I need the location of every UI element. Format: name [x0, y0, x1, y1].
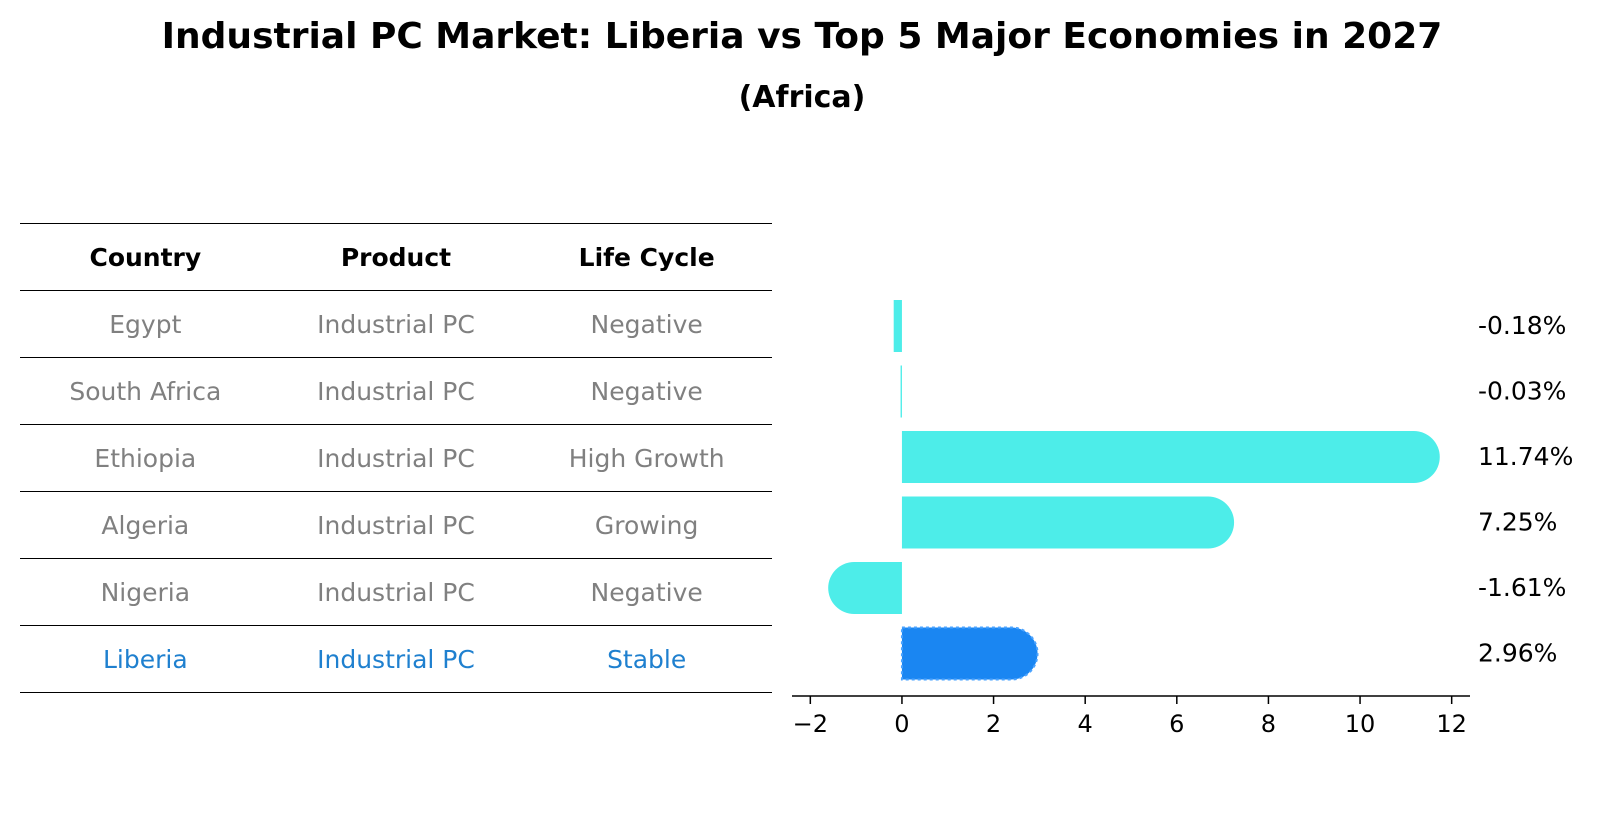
cell-product: Industrial PC: [270, 558, 522, 626]
data-label: 2.96%: [1478, 639, 1557, 668]
cell-life-cycle: High Growth: [521, 424, 772, 492]
cell-product: Industrial PC: [270, 357, 522, 425]
data-label: -0.18%: [1478, 311, 1566, 340]
table-row: Egypt Industrial PC Negative: [20, 290, 772, 358]
data-label: -1.61%: [1478, 573, 1566, 602]
bar-egypt: [893, 300, 902, 352]
header-life-cycle: Life Cycle: [521, 223, 772, 291]
x-tick-label: 10: [1345, 710, 1376, 738]
x-tick-label: 12: [1436, 710, 1467, 738]
data-label: 7.25%: [1478, 508, 1557, 537]
cell-life-cycle: Stable: [521, 625, 772, 693]
header-product: Product: [270, 223, 522, 291]
bar-south-africa: [900, 365, 902, 418]
chart-subtitle: (Africa): [738, 80, 866, 115]
cell-product: Industrial PC: [270, 625, 522, 693]
table-row-highlight: Liberia Industrial PC Stable: [20, 625, 772, 693]
bar-ethiopia: [901, 431, 1440, 483]
header-country: Country: [20, 223, 271, 291]
bar-nigeria: [828, 562, 902, 614]
data-label: -0.03%: [1478, 377, 1566, 406]
x-tick-label: 0: [894, 710, 909, 738]
x-tick-label: −2: [793, 710, 828, 738]
table-header-row: Country Product Life Cycle: [20, 223, 772, 291]
x-tick-label: 8: [1261, 710, 1276, 738]
cell-country: Liberia: [20, 625, 271, 693]
cell-country: Egypt: [20, 290, 271, 358]
table-row: Ethiopia Industrial PC High Growth: [20, 424, 772, 492]
cell-life-cycle: Negative: [521, 290, 772, 358]
cell-country: Nigeria: [20, 558, 271, 626]
chart-title: Industrial PC Market: Liberia vs Top 5 M…: [161, 16, 1443, 57]
cell-life-cycle: Growing: [521, 491, 772, 559]
data-label: 11.74%: [1478, 442, 1573, 471]
cell-country: Algeria: [20, 491, 271, 559]
x-tick-label: 4: [1078, 710, 1093, 738]
cell-life-cycle: Negative: [521, 558, 772, 626]
cell-product: Industrial PC: [270, 424, 522, 492]
cell-country: Ethiopia: [20, 424, 271, 492]
x-tick-label: 2: [986, 710, 1001, 738]
x-tick-label: 6: [1169, 710, 1184, 738]
cell-life-cycle: Negative: [521, 357, 772, 425]
data-table: Country Product Life Cycle Egypt Industr…: [20, 223, 772, 693]
bar-liberia: [900, 626, 1039, 681]
table-row: Nigeria Industrial PC Negative: [20, 558, 772, 626]
table-row: South Africa Industrial PC Negative: [20, 357, 772, 425]
cell-country: South Africa: [20, 357, 271, 425]
cell-product: Industrial PC: [270, 290, 522, 358]
table-row: Algeria Industrial PC Growing: [20, 491, 772, 559]
bar-algeria: [901, 496, 1235, 549]
cell-product: Industrial PC: [270, 491, 522, 559]
